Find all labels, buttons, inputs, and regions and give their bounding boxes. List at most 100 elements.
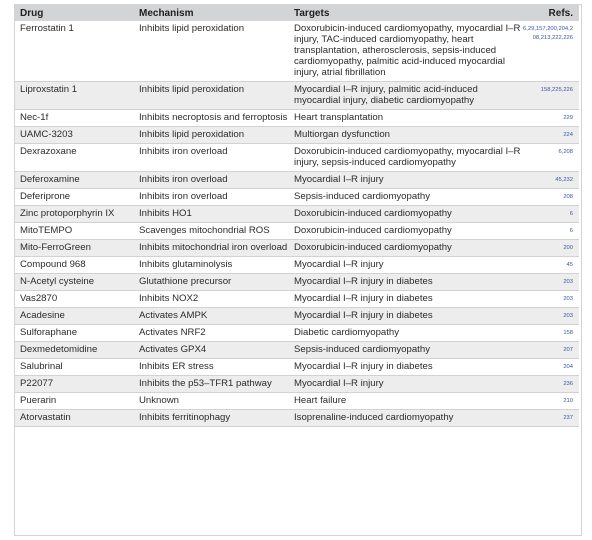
drug-cell: MitoTEMPO (15, 222, 134, 240)
refs-cell: 229 (521, 109, 579, 127)
mechanism-cell: Inhibits ferritinophagy (134, 409, 289, 427)
drug-cell: Nec-1f (15, 109, 134, 127)
refs-cell: 210 (521, 392, 579, 410)
targets-cell: Myocardial I–R injury, palmitic acid-ind… (289, 81, 521, 110)
drug-cell: Ferrostatin 1 (15, 21, 134, 82)
refs-cell: 237 (521, 409, 579, 427)
mechanism-cell: Inhibits the p53–TFR1 pathway (134, 375, 289, 393)
table-row: Vas2870 Inhibits NOX2 Myocardial I–R injur… (15, 290, 579, 308)
refs-cell: 203 (521, 307, 579, 325)
table-row: Salubrinal Inhibits ER stress Myocardial I… (15, 358, 579, 376)
targets-cell: Isoprenaline-induced cardiomyopathy (289, 409, 521, 427)
table-row: Ferrostatin 1 Inhibits lipid peroxidation… (15, 21, 579, 82)
drug-cell: Compound 968 (15, 256, 134, 274)
refs-cell: 158 (521, 324, 579, 342)
mechanism-cell: Inhibits iron overload (134, 171, 289, 189)
targets-cell: Diabetic cardiomyopathy (289, 324, 521, 342)
header-row: Drug Mechanism Targets Refs. (15, 5, 579, 21)
drug-cell: Zinc protoporphyrin IX (15, 205, 134, 223)
table-row: Mito-FerroGreen Inhibits mitochondrial ir… (15, 239, 579, 257)
table-row: P22077 Inhibits the p53–TFR1 pathway Myoca… (15, 375, 579, 393)
refs-cell: 224 (521, 126, 579, 144)
header-targets: Targets (289, 5, 521, 21)
mechanism-cell: Glutathione precursor (134, 273, 289, 291)
targets-cell: Sepsis-induced cardiomyopathy (289, 188, 521, 206)
refs-cell: 208 (521, 188, 579, 206)
table-row: Deferoxamine Inhibits iron overload Myocar… (15, 171, 579, 189)
mechanism-cell: Activates AMPK (134, 307, 289, 325)
drug-cell: UAMC-3203 (15, 126, 134, 144)
drug-cell: Mito-FerroGreen (15, 239, 134, 257)
table-row: Sulforaphane Activates NRF2 Diabetic cardi… (15, 324, 579, 342)
targets-cell: Multiorgan dysfunction (289, 126, 521, 144)
drug-cell: N-Acetyl cysteine (15, 273, 134, 291)
targets-cell: Doxorubicin-induced cardiomyopathy (289, 222, 521, 240)
drug-cell: Deferoxamine (15, 171, 134, 189)
refs-cell: 203 (521, 290, 579, 308)
drug-cell: Deferiprone (15, 188, 134, 206)
refs-cell: 45,232 (521, 171, 579, 189)
mechanism-cell: Inhibits lipid peroxidation (134, 21, 289, 82)
mechanism-cell: Scavenges mitochondrial ROS (134, 222, 289, 240)
table-row: N-Acetyl cysteine Glutathione precursor My… (15, 273, 579, 291)
mechanism-cell: Inhibits lipid peroxidation (134, 81, 289, 110)
refs-cell: 6,208 (521, 143, 579, 172)
drug-cell: Sulforaphane (15, 324, 134, 342)
targets-cell: Myocardial I–R injury in diabetes (289, 290, 521, 308)
table-row: Compound 968 Inhibits glutaminolysis Myoca… (15, 256, 579, 274)
refs-cell: 236 (521, 375, 579, 393)
refs-cell: 45 (521, 256, 579, 274)
targets-cell: Doxorubicin-induced cardiomyopathy (289, 205, 521, 223)
mechanism-cell: Inhibits HO1 (134, 205, 289, 223)
drug-cell: Liproxstatin 1 (15, 81, 134, 110)
mechanism-cell: Inhibits ER stress (134, 358, 289, 376)
targets-cell: Myocardial I–R injury (289, 171, 521, 189)
mechanism-cell: Activates NRF2 (134, 324, 289, 342)
drug-cell: Salubrinal (15, 358, 134, 376)
table-row: Dexrazoxane Inhibits iron overload Doxorub… (15, 143, 579, 172)
targets-cell: Myocardial I–R injury in diabetes (289, 273, 521, 291)
mechanism-cell: Inhibits mitochondrial iron overload (134, 239, 289, 257)
table-row: Puerarin Unknown Heart failure 210 (15, 392, 579, 410)
targets-cell: Myocardial I–R injury in diabetes (289, 358, 521, 376)
mechanism-cell: Inhibits glutaminolysis (134, 256, 289, 274)
refs-cell: 6,29,157,200,204,208,213,222,226 (521, 21, 579, 82)
refs-cell: 203 (521, 273, 579, 291)
table-row: Atorvastatin Inhibits ferritinophagy Isopr… (15, 409, 579, 427)
table-row: Acadesine Activates AMPK Myocardial I–R in… (15, 307, 579, 325)
mechanism-cell: Inhibits iron overload (134, 188, 289, 206)
refs-cell: 204 (521, 358, 579, 376)
drug-table: Drug Mechanism Targets Refs. Ferrostatin… (15, 5, 579, 427)
mechanism-cell: Inhibits iron overload (134, 143, 289, 172)
mechanism-cell: Unknown (134, 392, 289, 410)
table-row: MitoTEMPO Scavenges mitochondrial ROS Doxo… (15, 222, 579, 240)
targets-cell: Myocardial I–R injury in diabetes (289, 307, 521, 325)
drug-cell: Dexmedetomidine (15, 341, 134, 359)
table-row: Zinc protoporphyrin IX Inhibits HO1 Doxoru… (15, 205, 579, 223)
drug-cell: P22077 (15, 375, 134, 393)
targets-cell: Myocardial I–R injury (289, 375, 521, 393)
mechanism-cell: Inhibits necroptosis and ferroptosis (134, 109, 289, 127)
targets-cell: Doxorubicin-induced cardiomyopathy, myoc… (289, 21, 521, 82)
targets-cell: Myocardial I–R injury (289, 256, 521, 274)
mechanism-cell: Inhibits NOX2 (134, 290, 289, 308)
refs-cell: 158,225,226 (521, 81, 579, 110)
table-row: Deferiprone Inhibits iron overload Sepsis-… (15, 188, 579, 206)
targets-cell: Doxorubicin-induced cardiomyopathy, myoc… (289, 143, 521, 172)
table-body: Ferrostatin 1 Inhibits lipid peroxidation… (15, 21, 579, 427)
refs-cell: 207 (521, 341, 579, 359)
table-row: Nec-1f Inhibits necroptosis and ferroptos… (15, 109, 579, 127)
targets-cell: Heart transplantation (289, 109, 521, 127)
refs-cell: 6 (521, 222, 579, 240)
header-mechanism: Mechanism (134, 5, 289, 21)
drug-cell: Puerarin (15, 392, 134, 410)
mechanism-cell: Inhibits lipid peroxidation (134, 126, 289, 144)
drug-cell: Dexrazoxane (15, 143, 134, 172)
drug-cell: Acadesine (15, 307, 134, 325)
mechanism-cell: Activates GPX4 (134, 341, 289, 359)
targets-cell: Sepsis-induced cardiomyopathy (289, 341, 521, 359)
refs-cell: 200 (521, 239, 579, 257)
header-drug: Drug (15, 5, 134, 21)
header-refs: Refs. (521, 5, 579, 21)
drug-cell: Atorvastatin (15, 409, 134, 427)
